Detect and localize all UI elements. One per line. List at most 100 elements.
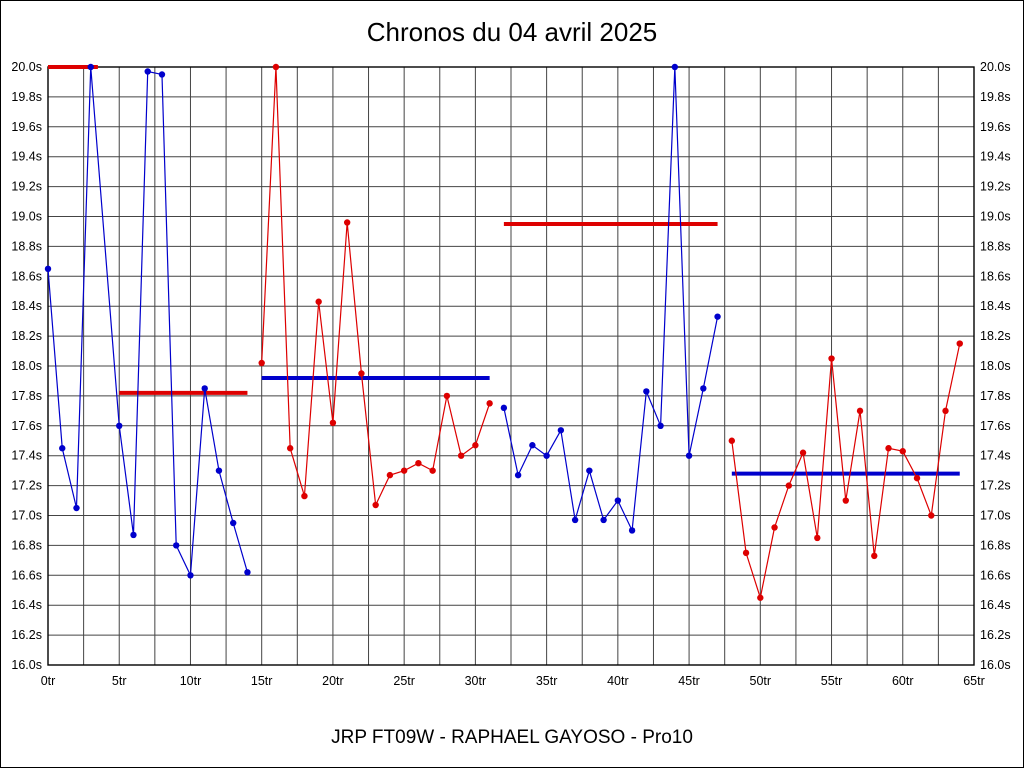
x-axis-labels: 0tr 5tr 10tr 15tr 20tr 25tr 30tr 35tr 40tr 45tr 50… — [41, 674, 985, 688]
data-point — [429, 467, 436, 474]
data-point — [173, 542, 180, 549]
data-point — [885, 445, 892, 452]
svg-text:17.6s: 17.6s — [980, 419, 1011, 433]
data-point — [828, 355, 835, 362]
data-point — [59, 445, 66, 452]
driver-info-footer: JRP FT09W - RAPHAEL GAYOSO - Pro10 — [331, 727, 693, 748]
svg-text:10tr: 10tr — [180, 674, 202, 688]
data-point — [842, 497, 849, 504]
svg-text:17.4s: 17.4s — [980, 449, 1011, 463]
data-point — [272, 63, 280, 71]
data-point — [158, 71, 166, 78]
data-point — [942, 407, 949, 415]
y-axis-labels-left: 16.0s 16.2s 16.4s 16.6s 16.8s 17.0s 17.2s 17.4s… — [11, 60, 42, 672]
svg-text:18.6s: 18.6s — [980, 269, 1011, 283]
series-line — [47, 66, 249, 578]
data-point — [700, 385, 707, 392]
data-point — [586, 467, 593, 474]
data-point — [728, 437, 736, 444]
svg-text:65tr: 65tr — [963, 674, 985, 688]
data-point — [600, 516, 607, 524]
data-point — [785, 482, 792, 489]
data-point — [742, 549, 750, 557]
grid-lines — [47, 66, 975, 666]
data-point — [472, 442, 479, 449]
data-point — [657, 422, 664, 429]
data-point — [514, 471, 522, 479]
svg-text:17.6s: 17.6s — [11, 419, 42, 433]
svg-text:16.8s: 16.8s — [980, 538, 1011, 552]
data-point — [329, 419, 337, 427]
data-point — [301, 492, 308, 500]
svg-text:20.0s: 20.0s — [11, 60, 42, 74]
data-point — [372, 501, 379, 509]
series-line — [503, 66, 719, 533]
data-point — [258, 359, 265, 367]
svg-text:19.0s: 19.0s — [11, 210, 42, 224]
svg-text:40tr: 40tr — [607, 674, 629, 688]
svg-text:16.6s: 16.6s — [980, 568, 1011, 582]
data-point — [201, 385, 208, 392]
series-line — [731, 343, 961, 601]
data-point — [130, 531, 137, 539]
svg-text:0tr: 0tr — [41, 674, 56, 688]
svg-text:45tr: 45tr — [678, 674, 700, 688]
svg-text:18.6s: 18.6s — [11, 269, 42, 283]
data-point — [400, 467, 408, 474]
data-point — [87, 63, 94, 71]
data-point — [628, 527, 636, 534]
data-points — [500, 63, 721, 534]
data-point — [244, 569, 251, 576]
plot-border — [47, 66, 975, 666]
svg-text:16.8s: 16.8s — [11, 538, 42, 552]
y-axis-labels-right: 16.0s 16.2s 16.4s 16.6s 16.8s 17.0s 17.2s 17.4s… — [980, 60, 1011, 672]
svg-text:17.0s: 17.0s — [980, 509, 1011, 523]
data-point — [73, 504, 80, 512]
data-points — [44, 63, 251, 579]
data-point — [543, 452, 550, 459]
svg-text:19.6s: 19.6s — [11, 120, 42, 134]
svg-text:16.4s: 16.4s — [11, 598, 42, 612]
data-point — [913, 474, 921, 482]
data-point — [486, 400, 493, 407]
data-point — [771, 524, 778, 531]
svg-text:17.0s: 17.0s — [11, 509, 42, 523]
svg-text:60tr: 60tr — [892, 674, 914, 688]
svg-text:18.4s: 18.4s — [980, 299, 1011, 313]
series-stint-2 — [258, 63, 493, 509]
svg-text:19.2s: 19.2s — [980, 180, 1011, 194]
data-point — [685, 452, 693, 459]
data-point — [714, 313, 721, 320]
data-point — [116, 422, 123, 429]
svg-text:19.4s: 19.4s — [11, 150, 42, 164]
svg-text:19.8s: 19.8s — [11, 90, 42, 104]
data-point — [571, 516, 579, 524]
svg-text:19.0s: 19.0s — [980, 210, 1011, 224]
series-line — [261, 66, 491, 508]
data-point — [230, 519, 237, 527]
data-point — [614, 497, 622, 504]
svg-text:30tr: 30tr — [465, 674, 487, 688]
svg-text:18.2s: 18.2s — [980, 329, 1011, 343]
data-point — [457, 452, 465, 459]
svg-text:17.4s: 17.4s — [11, 449, 42, 463]
svg-text:25tr: 25tr — [393, 674, 415, 688]
svg-text:18.8s: 18.8s — [11, 239, 42, 253]
data-point — [286, 445, 294, 452]
svg-text:19.8s: 19.8s — [980, 90, 1011, 104]
svg-text:17.8s: 17.8s — [11, 389, 42, 403]
data-point — [529, 442, 536, 449]
data-point — [415, 459, 422, 467]
data-point — [871, 552, 878, 560]
svg-text:19.4s: 19.4s — [980, 150, 1011, 164]
svg-text:18.8s: 18.8s — [980, 239, 1011, 253]
data-point — [386, 471, 394, 479]
data-point — [343, 219, 351, 226]
svg-text:17.2s: 17.2s — [11, 479, 42, 493]
data-point — [144, 68, 151, 75]
data-point — [757, 594, 764, 601]
data-point — [899, 448, 906, 455]
series-stint-1 — [44, 63, 251, 579]
svg-text:17.2s: 17.2s — [980, 479, 1011, 493]
